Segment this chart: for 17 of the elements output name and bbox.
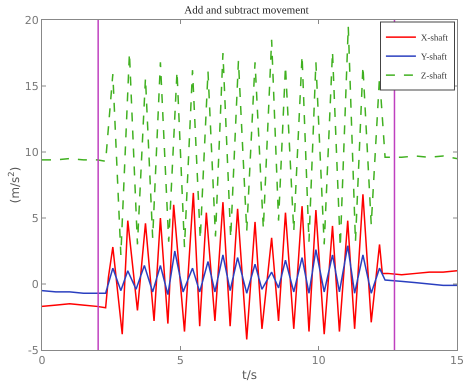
- legend-label: Z-shaft: [420, 70, 448, 81]
- y-tick-label: 15: [24, 80, 39, 93]
- x-tick-label: 15: [450, 354, 464, 368]
- y-tick-label: -5: [28, 344, 39, 357]
- x-tick-label: 10: [312, 354, 326, 368]
- legend-label: Y-shaft: [420, 52, 448, 62]
- y-tick-label: 10: [24, 146, 39, 159]
- y-tick-label: 0: [32, 278, 39, 291]
- y-tick-label: 20: [24, 14, 39, 27]
- y-tick-label: 5: [32, 212, 39, 225]
- chart-title: Add and subtract movement: [184, 4, 309, 17]
- line-series: [42, 244, 457, 296]
- line-series: [42, 26, 457, 256]
- x-axis-title: t/s: [242, 368, 257, 382]
- legend-label: X-shaft: [420, 32, 448, 43]
- x-tick-label: 5: [176, 354, 184, 368]
- line-series: [42, 192, 457, 340]
